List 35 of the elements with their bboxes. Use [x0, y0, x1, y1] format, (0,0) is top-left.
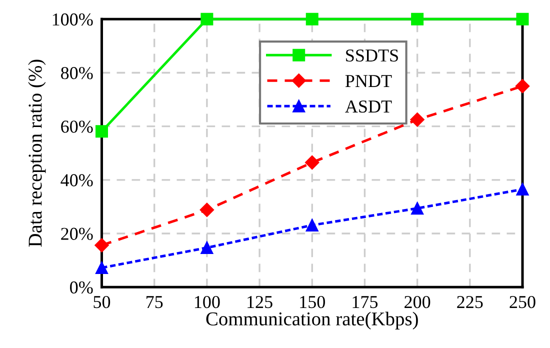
y-axis-title: Data reception ratio (%) — [28, 60, 46, 247]
point — [200, 12, 214, 26]
y-tick-label: 20% — [61, 228, 93, 240]
legend-label: PNDT — [345, 75, 392, 87]
y-tick-label: 0% — [70, 281, 93, 294]
point — [94, 238, 109, 252]
legend-label: SSDTS — [346, 49, 398, 62]
x-tick-label: 200 — [404, 296, 430, 308]
x-tick-label: 50 — [94, 296, 110, 308]
point — [516, 12, 529, 26]
y-tick-label: 40% — [60, 174, 93, 186]
point — [410, 112, 424, 127]
x-tick-label: 225 — [457, 296, 483, 308]
x-axis-title: Communication rate(Kbps) — [206, 312, 418, 330]
point — [200, 241, 214, 254]
point — [96, 125, 108, 138]
point — [305, 155, 320, 170]
x-tick-label: 150 — [300, 296, 325, 308]
point — [516, 183, 529, 196]
point — [411, 12, 424, 26]
y-tick-label: 100% — [52, 13, 93, 26]
x-tick-label: 175 — [352, 296, 378, 308]
point — [200, 202, 214, 218]
y-tick-label: 60% — [61, 120, 93, 133]
y-tick-label: 80% — [61, 66, 93, 80]
point — [515, 79, 530, 94]
point — [96, 262, 108, 274]
x-tick-label: 100 — [194, 296, 220, 308]
x-tick-label: 125 — [248, 296, 272, 308]
point — [306, 218, 318, 232]
x-tick-label: 250 — [510, 296, 536, 308]
point — [411, 202, 424, 215]
point — [306, 12, 318, 26]
legend-label: ASDT — [345, 100, 392, 113]
x-tick-label: 75 — [146, 296, 163, 308]
